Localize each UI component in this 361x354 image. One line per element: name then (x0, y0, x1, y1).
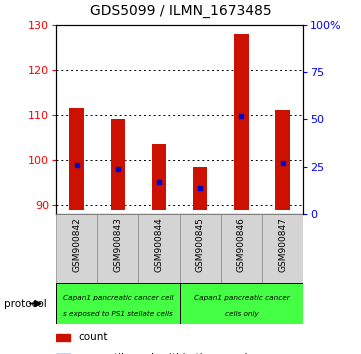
Text: GSM900844: GSM900844 (155, 217, 164, 272)
Bar (56, 283, 180, 324)
Text: GDS5099 / ILMN_1673485: GDS5099 / ILMN_1673485 (90, 4, 271, 18)
Bar (56, 214, 97, 283)
Text: cells only: cells only (225, 311, 258, 317)
Bar (262, 214, 303, 283)
Text: Capan1 pancreatic cancer cell: Capan1 pancreatic cancer cell (62, 295, 173, 301)
Text: GSM900847: GSM900847 (278, 217, 287, 272)
Bar (193, 167, 208, 210)
Bar (56, 334, 70, 341)
Bar (180, 214, 221, 283)
Text: GSM900845: GSM900845 (196, 217, 205, 272)
Text: Capan1 pancreatic cancer: Capan1 pancreatic cancer (193, 295, 289, 301)
Bar (180, 283, 303, 324)
Bar (152, 144, 166, 210)
Text: protocol: protocol (4, 298, 46, 309)
Bar (221, 214, 262, 283)
Bar (69, 108, 84, 210)
Text: GSM900843: GSM900843 (113, 217, 122, 272)
Bar (275, 110, 290, 210)
Bar (97, 214, 138, 283)
Text: count: count (78, 332, 108, 342)
Text: GSM900846: GSM900846 (237, 217, 246, 272)
Bar (110, 119, 125, 210)
Text: GSM900842: GSM900842 (72, 217, 81, 272)
Text: percentile rank within the sample: percentile rank within the sample (78, 353, 254, 354)
Bar (138, 214, 180, 283)
Bar (234, 34, 249, 210)
Text: s exposed to PS1 stellate cells: s exposed to PS1 stellate cells (63, 311, 173, 317)
